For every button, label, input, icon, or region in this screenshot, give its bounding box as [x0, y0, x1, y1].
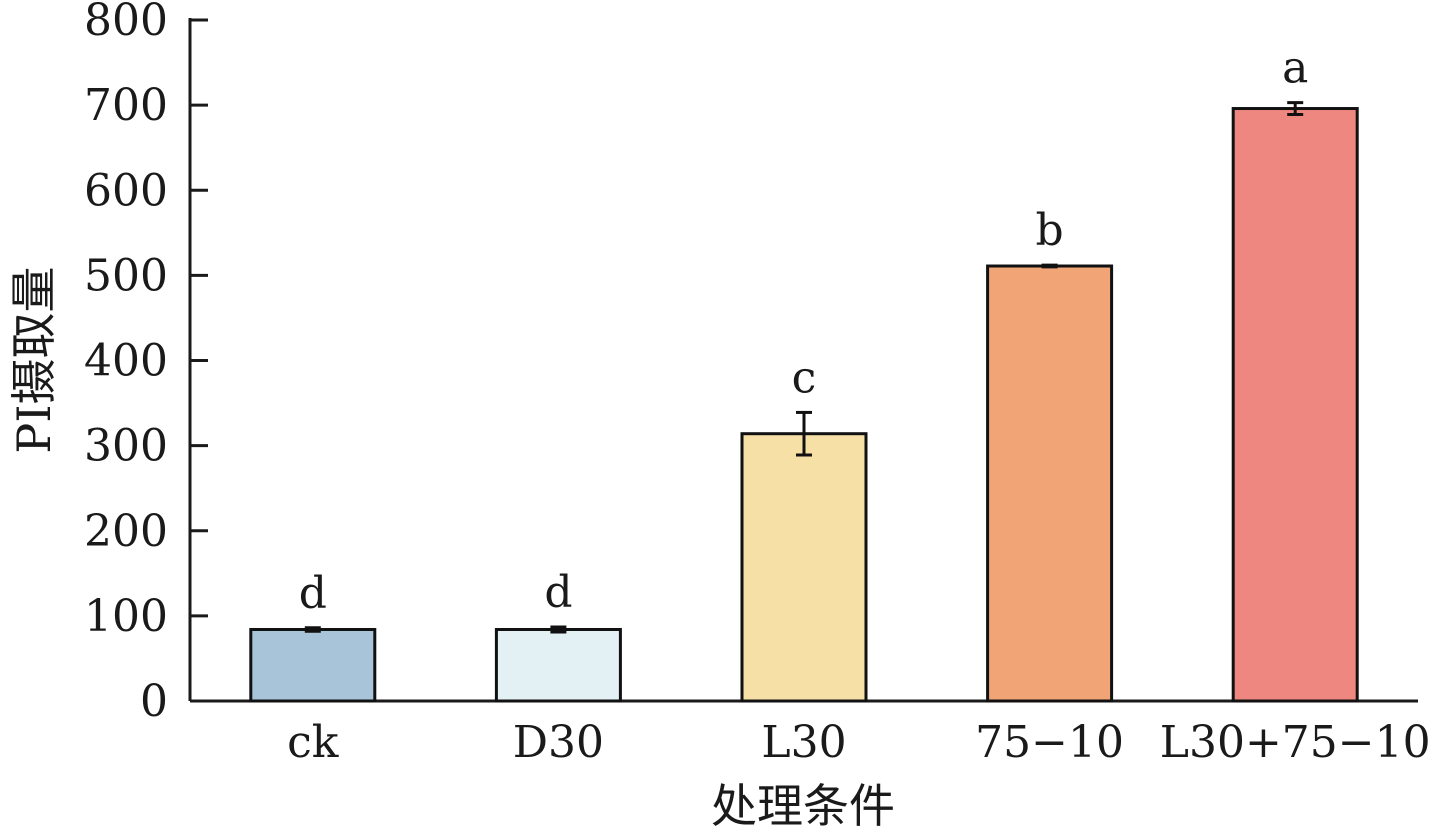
y-axis-title: PI摄取量	[7, 266, 61, 453]
x-tick-label: 75−10	[975, 717, 1124, 768]
significance-labels-group: d d c b a	[299, 43, 1309, 619]
y-tick-label: 400	[84, 336, 168, 387]
bar	[1231, 107, 1359, 703]
y-tick-label: 700	[84, 80, 168, 131]
x-tick-label: L30+75−10	[1160, 717, 1431, 768]
y-tick-label: 200	[84, 506, 168, 557]
bar	[494, 627, 622, 703]
x-tick-label: ck	[287, 717, 339, 768]
bars-group	[249, 107, 1359, 703]
y-tick-label: 300	[84, 421, 168, 472]
error-bars-group	[304, 101, 1304, 634]
y-tick-label: 100	[84, 591, 168, 642]
bar	[986, 264, 1114, 703]
significance-label: d	[544, 567, 572, 618]
x-axis-title: 处理条件	[711, 779, 895, 833]
significance-label: b	[1036, 205, 1064, 256]
y-tick-label: 500	[84, 250, 168, 301]
bar	[249, 627, 377, 703]
tick-labels-group: 0 100 200 300 400 500 600 700 800 ck D30 L30 75−10 L3…	[84, 0, 1431, 768]
bar	[740, 432, 868, 703]
y-tick-label: 600	[84, 165, 168, 216]
y-tick-label: 800	[84, 0, 168, 46]
x-tick-label: L30	[761, 717, 846, 768]
significance-label: d	[299, 568, 327, 619]
x-tick-label: D30	[513, 717, 604, 768]
significance-label: a	[1282, 43, 1308, 94]
y-tick-label: 0	[140, 676, 168, 727]
significance-label: c	[792, 352, 817, 403]
